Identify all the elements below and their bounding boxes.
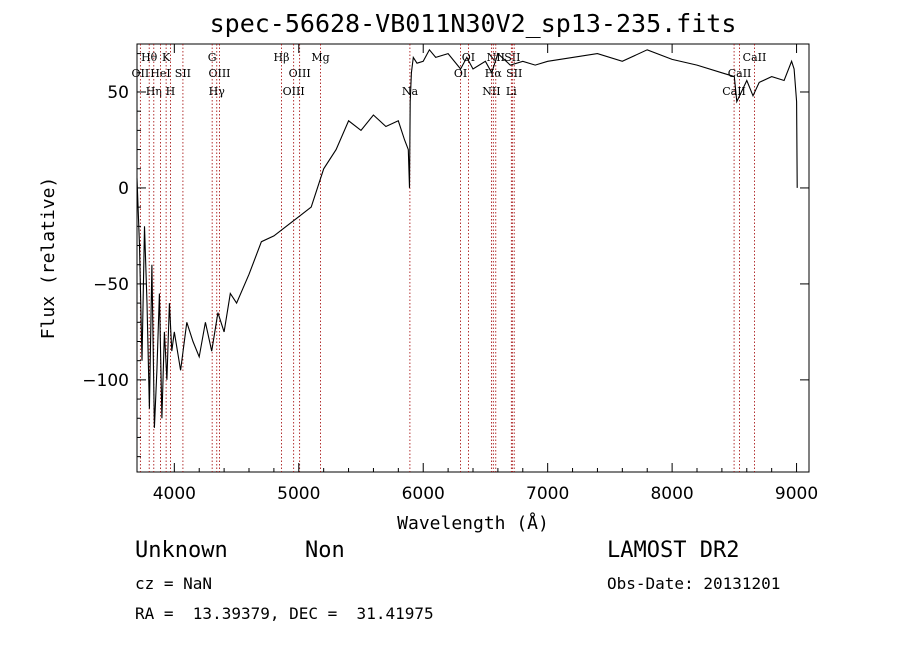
line-label: SII: [175, 67, 191, 80]
line-label: CaII: [728, 67, 752, 80]
chart-title: spec-56628-VB011N30V2_sp13-235.fits: [210, 9, 737, 38]
object-subclass: Non: [305, 538, 345, 563]
plot-frame: [136, 43, 810, 473]
object-class: Unknown: [135, 538, 228, 563]
line-label: Hθ: [141, 51, 158, 64]
ra-dec: RA = 13.39379, DEC = 31.41975: [135, 604, 434, 623]
line-label: Hα: [485, 67, 503, 80]
line-label: Li: [506, 85, 517, 98]
line-label: Hβ: [274, 51, 290, 64]
x-tick-label: 8000: [650, 484, 693, 504]
line-label: CaII: [722, 85, 746, 98]
x-tick-label: 5000: [277, 484, 320, 504]
line-label: Mg: [311, 51, 329, 64]
y-tick-label: −100: [82, 371, 129, 391]
line-label: OIII: [289, 67, 311, 80]
line-label: OI: [454, 67, 467, 80]
y-axis-label: Flux (relative): [38, 177, 59, 340]
line-label: HeI: [150, 67, 170, 80]
x-tick-label: 4000: [153, 484, 196, 504]
y-tick-label: 0: [118, 179, 129, 199]
y-tick-label: 50: [107, 83, 129, 103]
line-label: Hγ: [209, 85, 226, 98]
line-label: OII: [132, 67, 150, 80]
line-label: Hη: [146, 85, 162, 98]
line-label: SII: [504, 51, 520, 64]
line-label: G: [208, 51, 217, 64]
x-tick-label: 9000: [775, 484, 818, 504]
line-label: NII: [487, 51, 505, 64]
line-label: OIII: [208, 67, 230, 80]
line-label: OIII: [283, 85, 305, 98]
spectrum-line: [136, 48, 798, 428]
x-tick-label: 6000: [402, 484, 445, 504]
line-label: H: [166, 85, 176, 98]
y-tick-label: −50: [93, 275, 129, 295]
line-label: CaII: [743, 51, 767, 64]
line-label: NII: [482, 85, 500, 98]
redshift-cz: cz = NaN: [135, 574, 213, 593]
line-label: K: [162, 51, 171, 64]
obs-date: Obs-Date: 20131201: [607, 574, 781, 593]
x-tick-label: 7000: [526, 484, 569, 504]
line-label: SII: [506, 67, 522, 80]
survey-name: LAMOST DR2: [607, 538, 740, 563]
x-axis-label: Wavelength (Å): [397, 512, 549, 534]
